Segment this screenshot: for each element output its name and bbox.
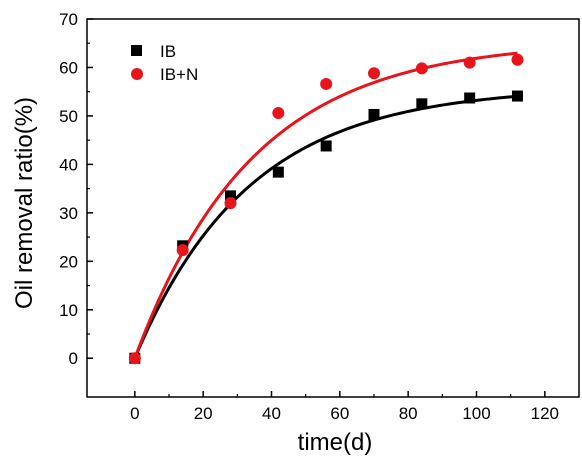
y-tick-label: 60 bbox=[59, 58, 78, 77]
data-point-ib-n bbox=[272, 107, 285, 120]
data-point-ib bbox=[416, 98, 428, 110]
y-axis-ticks: 0 10 20 30 40 50 60 70 bbox=[59, 10, 93, 368]
x-tick-label: 100 bbox=[462, 404, 490, 423]
y-tick-label: 70 bbox=[59, 10, 78, 29]
data-point-ib-n bbox=[463, 56, 476, 69]
x-axis-label: time(d) bbox=[298, 429, 373, 456]
legend: IB IB+N bbox=[131, 42, 198, 84]
y-tick-label: 40 bbox=[59, 155, 78, 174]
data-point-ib-n bbox=[415, 62, 428, 75]
y-tick-label: 30 bbox=[59, 204, 78, 223]
x-tick-label: 120 bbox=[531, 404, 559, 423]
data-point-ib bbox=[320, 140, 332, 152]
data-point-ib-n bbox=[176, 244, 189, 257]
data-point-ib bbox=[512, 90, 523, 102]
data-point-ib bbox=[225, 190, 236, 202]
x-axis-ticks: 0 20 40 60 80 100 120 bbox=[130, 391, 559, 423]
fit-curve-ib bbox=[133, 94, 518, 359]
data-point-ib-n bbox=[128, 352, 141, 365]
fit-curves bbox=[133, 51, 518, 359]
data-point-ib-n bbox=[320, 77, 333, 90]
data-points bbox=[128, 53, 524, 365]
legend-marker-ib-n bbox=[131, 68, 143, 80]
x-tick-label: 60 bbox=[330, 404, 349, 423]
legend-label-ib: IB bbox=[160, 42, 176, 61]
x-tick-label: 80 bbox=[399, 404, 418, 423]
x-tick-label: 20 bbox=[194, 404, 213, 423]
data-point-ib-n bbox=[224, 197, 237, 210]
plot-border bbox=[86, 18, 580, 398]
legend-marker-ib bbox=[131, 45, 142, 56]
y-tick-label: 20 bbox=[59, 252, 78, 271]
x-tick-label: 0 bbox=[130, 404, 139, 423]
fit-curve-ib-n bbox=[133, 51, 518, 359]
y-tick-label: 0 bbox=[69, 349, 78, 368]
plot-frame bbox=[86, 18, 580, 398]
data-point-ib bbox=[368, 108, 380, 120]
data-point-ib bbox=[272, 166, 284, 178]
data-point-ib-n bbox=[368, 67, 380, 80]
data-point-ib bbox=[464, 92, 476, 104]
y-axis-label: Oil removal ratio(%) bbox=[11, 97, 38, 309]
y-tick-label: 10 bbox=[59, 301, 78, 320]
x-tick-label: 40 bbox=[262, 404, 281, 423]
data-point-ib-n bbox=[511, 53, 524, 66]
legend-label-ib-n: IB+N bbox=[160, 65, 198, 84]
y-tick-label: 50 bbox=[59, 107, 78, 126]
